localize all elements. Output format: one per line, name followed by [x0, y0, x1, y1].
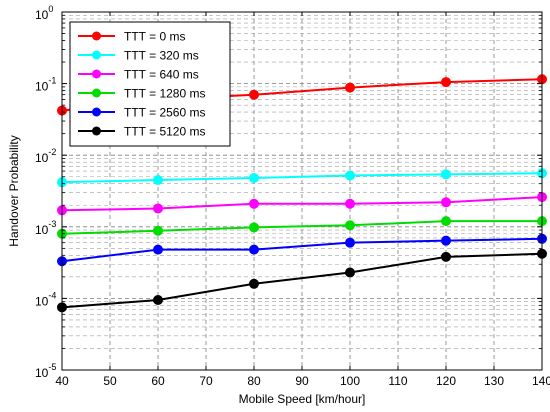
- series-line: [61, 237, 543, 263]
- x-tick-label: 50: [103, 374, 117, 388]
- data-point: [441, 251, 451, 262]
- legend-entry: TTT = 2560 ms: [78, 106, 205, 120]
- x-tick-label: 70: [199, 374, 213, 388]
- data-point: [249, 222, 259, 233]
- data-point: [153, 203, 163, 214]
- series-3: [57, 216, 547, 239]
- legend-swatch-marker: [92, 126, 101, 136]
- data-point: [441, 216, 451, 227]
- series-1: [57, 168, 547, 188]
- legend: TTT = 0 ms TTT = 320 ms TTT = 640 ms TTT = …: [69, 21, 231, 147]
- series-line: [61, 220, 542, 235]
- x-tick-label: 130: [484, 374, 504, 388]
- data-point: [441, 169, 451, 180]
- y-tick-label: 10-1: [35, 76, 56, 94]
- x-tick-label: 100: [340, 374, 360, 388]
- x-axis-label: Mobile Speed [km/hour]: [239, 392, 366, 406]
- data-point: [441, 197, 451, 208]
- series-layer: [57, 74, 547, 313]
- data-point: [153, 175, 163, 186]
- legend-label: TTT = 0 ms: [124, 30, 185, 44]
- x-tick-label: 60: [151, 374, 165, 388]
- data-point: [441, 235, 451, 246]
- data-point: [153, 294, 163, 305]
- legend-box: [69, 21, 231, 147]
- legend-entry: TTT = 320 ms: [78, 49, 199, 63]
- data-point: [345, 267, 355, 278]
- legend-swatch-marker: [92, 31, 101, 41]
- x-tick-label: 40: [55, 374, 69, 388]
- legend-swatch-marker: [92, 107, 101, 117]
- y-tick-label: 10-4: [35, 290, 56, 308]
- series-5: [57, 248, 547, 313]
- legend-label: TTT = 2560 ms: [124, 106, 205, 120]
- legend-entry: TTT = 5120 ms: [78, 125, 205, 139]
- x-tick-label: 140: [532, 374, 550, 388]
- series-line: [61, 172, 543, 184]
- data-point: [249, 278, 259, 289]
- y-axis-label: Handover Probability: [7, 135, 21, 246]
- legend-label: TTT = 5120 ms: [124, 125, 205, 139]
- data-point: [345, 198, 355, 209]
- y-tick-label: 10-3: [35, 219, 56, 237]
- legend-entry: TTT = 640 ms: [78, 68, 199, 82]
- data-point: [153, 225, 163, 236]
- data-point: [153, 244, 163, 255]
- data-point: [441, 77, 451, 88]
- grid: [62, 12, 542, 370]
- data-point: [345, 82, 355, 93]
- legend-label: TTT = 1280 ms: [124, 87, 205, 101]
- legend-swatch-marker: [92, 69, 101, 79]
- series-4: [57, 233, 547, 267]
- data-point: [345, 170, 355, 181]
- x-tick-label: 110: [388, 374, 407, 388]
- legend-label: TTT = 640 ms: [124, 68, 199, 82]
- axis-ticks: 40 50 60 70 80 90 100 110 120 130 140 10-5 10-4 10-3 1…: [35, 4, 550, 388]
- series-line: [61, 196, 543, 212]
- y-tick-label: 10-5: [35, 362, 56, 380]
- x-tick-label: 80: [247, 374, 261, 388]
- legend-swatch-marker: [92, 88, 101, 98]
- data-point: [249, 89, 259, 100]
- series-line: [61, 252, 543, 309]
- data-point: [345, 237, 355, 248]
- data-point: [249, 244, 259, 255]
- data-point: [249, 198, 259, 209]
- data-point: [345, 220, 355, 231]
- x-tick-label: 120: [436, 374, 456, 388]
- y-tick-label: 10-2: [35, 147, 56, 165]
- x-tick-label: 90: [295, 374, 309, 388]
- legend-label: TTT = 320 ms: [124, 49, 199, 63]
- legend-entry: TTT = 0 ms: [78, 30, 185, 44]
- y-tick-label: 100: [35, 4, 53, 22]
- legend-swatch-marker: [92, 50, 101, 60]
- data-point: [249, 173, 259, 184]
- legend-entry: TTT = 1280 ms: [78, 87, 205, 101]
